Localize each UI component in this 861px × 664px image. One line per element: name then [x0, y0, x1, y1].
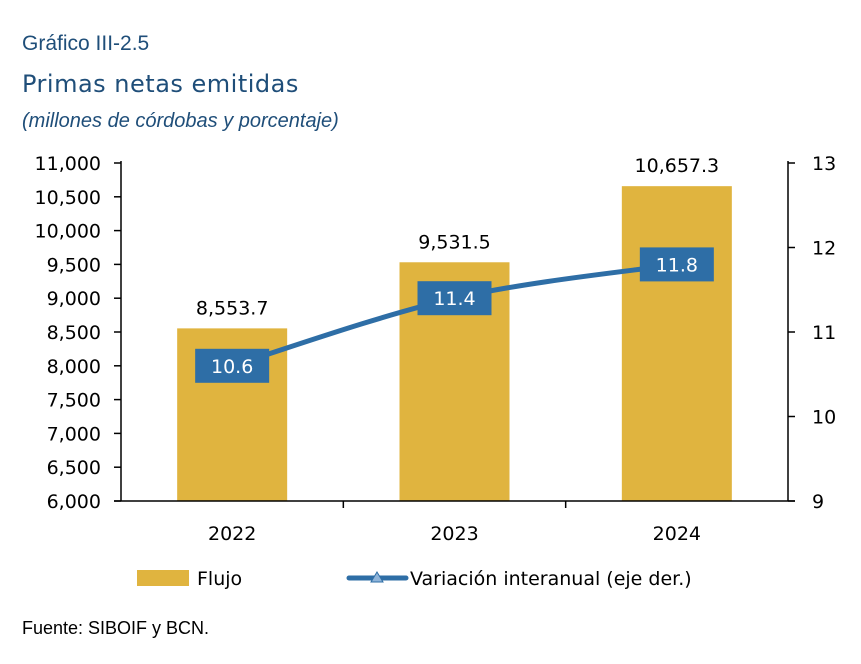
left-tick-label: 7,500 — [47, 390, 101, 412]
right-tick-label: 13 — [812, 153, 836, 175]
bar-data-label: 9,531.5 — [418, 231, 491, 253]
left-tick-label: 7,000 — [47, 423, 101, 445]
right-tick-label: 9 — [812, 491, 824, 513]
line-data-label: 10.6 — [211, 356, 253, 378]
right-tick-label: 12 — [812, 238, 836, 260]
line-label-box — [417, 281, 492, 316]
x-tick-label: 2023 — [430, 523, 478, 545]
legend-label-variacion: Variación interanual (eje der.) — [410, 568, 692, 590]
line-data-label: 11.4 — [433, 288, 475, 310]
right-tick-label: 11 — [812, 322, 836, 344]
left-tick-label: 10,000 — [35, 221, 101, 243]
line-label-box — [639, 247, 714, 282]
left-tick-label: 6,000 — [47, 491, 101, 513]
left-tick-label: 6,500 — [47, 457, 101, 479]
chart-title: Primas netas emitidas — [22, 70, 299, 98]
line-data-label: 11.8 — [656, 254, 698, 276]
left-tick-label: 10,500 — [35, 187, 101, 209]
left-tick-label: 11,000 — [35, 153, 101, 175]
source-note: Fuente: SIBOIF y BCN. — [22, 618, 210, 638]
chart-subtitle: (millones de córdobas y porcentaje) — [22, 110, 339, 132]
x-tick-label: 2024 — [653, 523, 701, 545]
right-tick-label: 10 — [812, 407, 836, 429]
line-label-box — [195, 348, 270, 383]
legend-label-flujo: Flujo — [197, 568, 242, 590]
figure-label: Gráfico III-2.5 — [22, 32, 150, 55]
legend-triangle-marker — [370, 571, 384, 583]
legend-swatch-flujo — [137, 570, 189, 586]
left-tick-label: 8,500 — [47, 322, 101, 344]
left-tick-label: 8,000 — [47, 356, 101, 378]
left-tick-label: 9,000 — [47, 288, 101, 310]
x-tick-label: 2022 — [208, 523, 256, 545]
bar-2024 — [621, 186, 732, 502]
bar-data-label: 10,657.3 — [635, 155, 720, 177]
bar-data-label: 8,553.7 — [196, 297, 269, 319]
left-tick-label: 9,500 — [47, 254, 101, 276]
